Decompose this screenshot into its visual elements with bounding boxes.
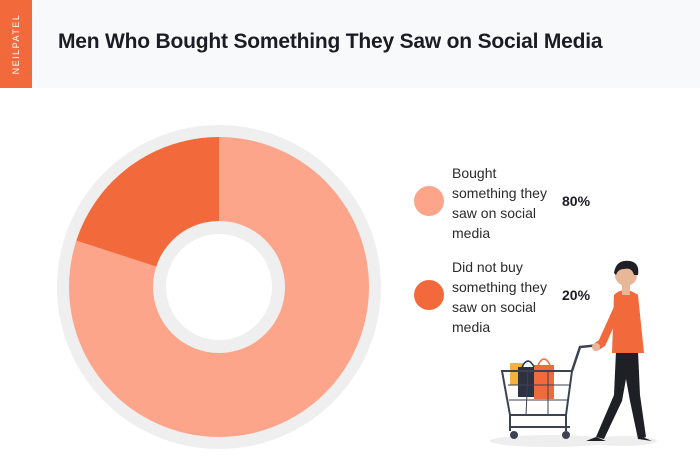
legend-label-bought: Bought something they saw on social medi… xyxy=(452,165,547,241)
brand-strip: NEILPATEL xyxy=(0,0,32,88)
legend-value-bought: 80% xyxy=(562,193,591,209)
legend-item-bought: Bought something they saw on social medi… xyxy=(414,163,614,243)
legend-item-not-bought: Did not buy something they saw on social… xyxy=(414,257,614,337)
donut-hole xyxy=(166,234,272,340)
legend-value-not-bought: 20% xyxy=(562,287,591,303)
cart-shadow xyxy=(490,435,610,447)
chart-title: Men Who Bought Something They Saw on Soc… xyxy=(58,30,603,53)
person-icon xyxy=(586,260,652,441)
legend-label-not-bought: Did not buy something they saw on social… xyxy=(452,259,547,335)
legend-swatch-bought xyxy=(414,186,444,216)
header: NEILPATEL Men Who Bought Something They … xyxy=(0,0,700,88)
legend-swatch-not-bought xyxy=(414,280,444,310)
shopping-cart-icon xyxy=(500,343,601,439)
shopper-illustration xyxy=(490,260,657,447)
